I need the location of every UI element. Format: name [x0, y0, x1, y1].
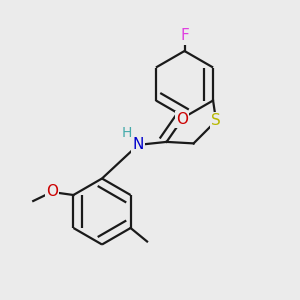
Text: F: F — [180, 28, 189, 44]
Text: N: N — [132, 137, 144, 152]
Text: S: S — [211, 113, 221, 128]
Text: O: O — [46, 184, 58, 200]
Text: O: O — [176, 112, 188, 127]
Text: H: H — [122, 127, 132, 140]
